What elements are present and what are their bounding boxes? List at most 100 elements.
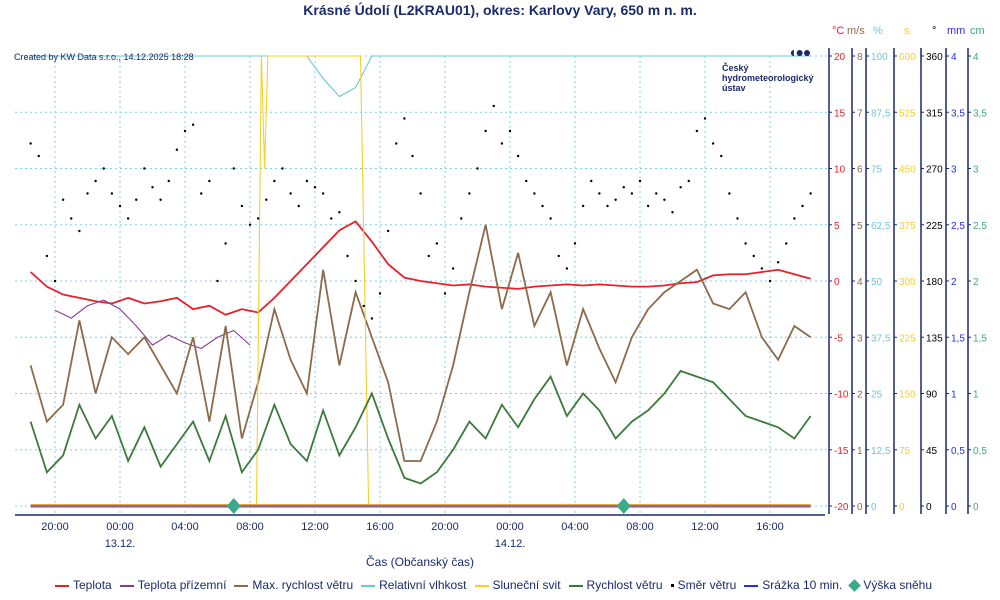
y-tick-label: 37,5 [871,333,891,344]
y-tick-label: 225 [926,221,943,232]
legend-label: Srážka 10 min. [762,578,843,592]
y-tick-label: 1,5 [951,333,965,344]
y-tick-label: -10 [834,390,849,401]
y-tick-label: 600 [899,52,916,63]
legend-item-gust[interactable]: Max. rychlost větru [234,578,353,592]
legend-label: Sluneční svit [492,578,561,592]
y-tick-label: 300 [899,277,916,288]
wind-direction-dot [663,198,666,201]
legend-item-temp[interactable]: Teplota [55,578,112,592]
wind-direction-dot [191,123,195,126]
wind-direction-dot [386,229,390,233]
chart-title: Krásné Údolí (L2KRAU01), okres: Karlovy … [303,2,697,18]
wind-direction-dot [590,179,593,183]
legend-item-hum[interactable]: Relativní vlhkost [361,578,467,592]
wind-direction-dot [78,229,81,233]
wind-direction-dot [760,267,764,270]
y-tick-label: 315 [926,108,943,119]
y-tick-label: 10 [834,165,846,176]
legend-item-rain[interactable]: Srážka 10 min. [744,578,842,592]
series-line-hum [30,55,811,98]
series-line-gust [29,224,812,462]
wind-direction-dot [606,204,609,208]
wind-direction-dot [728,192,731,195]
wind-direction-dot [248,223,252,226]
wind-direction-dot [110,192,114,195]
wind-direction-dot [330,217,333,220]
wind-direction-dot [687,179,690,183]
wind-direction-dot [273,179,276,183]
wind-direction-dot [752,254,755,258]
y-axis-unit: m/s [847,25,865,37]
y-tick-label: 135 [926,333,943,344]
wind-direction-dot [492,104,495,108]
wind-direction-dot [646,204,650,208]
wind-direction-dot [655,192,658,195]
wind-direction-dot [289,192,292,195]
y-tick-label: 450 [899,165,916,176]
wind-direction-dot [167,179,170,183]
wind-direction-dot [427,254,430,258]
y-tick-label: 4 [973,52,979,63]
legend-item-ground[interactable]: Teplota přízemní [119,578,227,592]
y-tick-label: 8 [857,52,863,63]
y-tick-label: 75 [871,165,883,176]
y-tick-label: 0 [926,502,932,513]
wind-direction-dot [736,217,739,220]
wind-direction-dot [541,204,544,208]
y-tick-label: 5 [857,221,863,232]
wind-direction-dot [435,242,439,245]
wind-direction-dot [622,186,625,189]
wind-direction-dot [135,198,138,201]
legend-label: Teplota přízemní [137,578,227,592]
y-tick-label: 0 [951,502,957,513]
legend-swatch [848,579,862,593]
wind-direction-dot [581,204,585,208]
legend-item-snow[interactable]: Výška sněhu [848,578,933,593]
wind-direction-dot [232,167,235,170]
wind-direction-dot [533,192,536,195]
y-axis-unit: mm [947,25,965,37]
x-tick-label: 12:00 [691,521,719,533]
wind-direction-dot [703,117,707,120]
legend-item-dir[interactable]: Směr větru [670,578,737,592]
wind-direction-dot [598,192,601,195]
legend-item-wind[interactable]: Rychlost větru [568,578,663,592]
wind-direction-dot [70,217,73,220]
y-tick-label: 75 [899,446,911,457]
legend-item-sun[interactable]: Sluneční svit [474,578,561,592]
legend-swatch [234,584,249,587]
wind-direction-dot [793,217,796,220]
wind-direction-dot [370,317,374,320]
wind-direction-dot [61,198,65,201]
legend-swatch [474,584,489,587]
wind-direction-dot [240,204,244,208]
created-by-note: Created by KW Data s.r.o., 14.12.2025 18… [14,52,194,62]
y-tick-label: 3,5 [951,108,965,119]
wind-direction-dot [37,154,40,158]
wind-direction-dot [281,167,284,170]
legend-label: Výška sněhu [863,578,933,592]
wind-direction-dot [711,142,715,145]
wind-direction-dot [256,217,260,220]
y-axis-unit: °C [832,25,844,37]
y-tick-label: 0 [834,277,840,288]
y-tick-label: 90 [926,390,938,401]
wind-direction-dot [500,142,504,145]
wind-direction-dot [118,204,122,208]
y-tick-label: 375 [899,221,916,232]
wind-direction-dot [768,279,772,283]
wind-direction-dot [183,129,187,133]
y-tick-label: 150 [899,390,916,401]
x-tick-label: 04:00 [561,521,589,533]
y-tick-label: 20 [834,52,846,63]
x-tick-label: 00:00 [496,521,524,533]
wind-direction-dot [809,192,812,195]
wind-direction-dot [208,179,211,183]
legend-label: Směr větru [677,578,737,592]
y-tick-label: -15 [834,446,849,457]
x-tick-label: 00:00 [106,521,134,533]
wind-direction-dot [720,154,723,158]
wind-direction-dot [516,154,520,158]
